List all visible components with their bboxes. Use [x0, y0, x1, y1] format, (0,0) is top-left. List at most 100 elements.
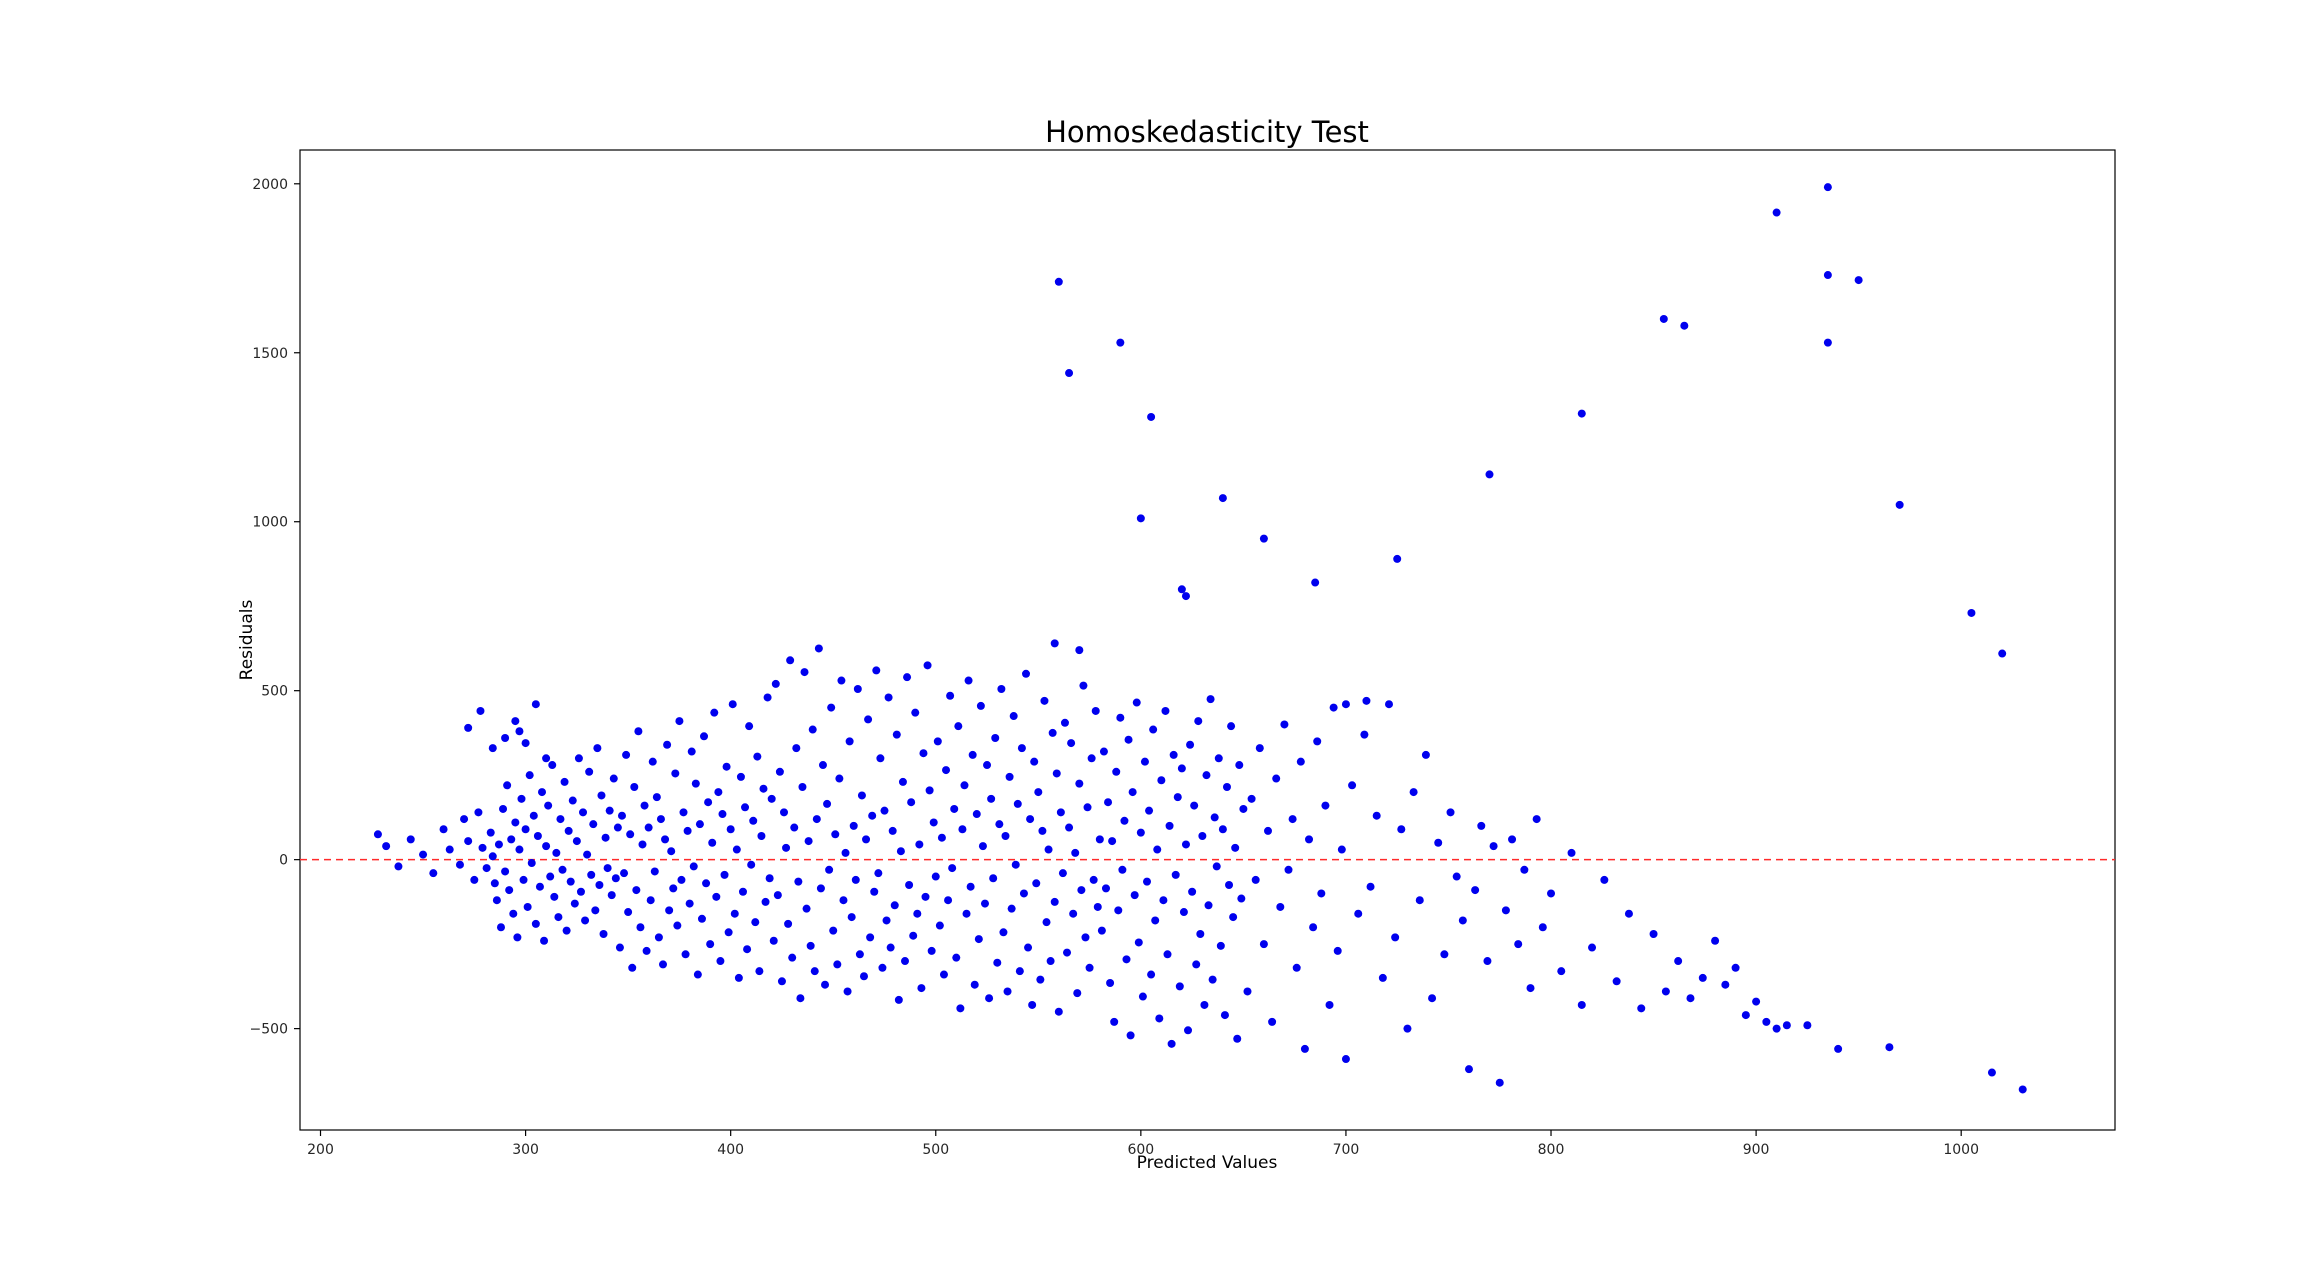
data-point	[993, 958, 1002, 967]
data-point	[1177, 585, 1186, 594]
data-point	[1268, 1017, 1277, 1026]
data-point	[876, 754, 885, 763]
x-tick-label: 300	[512, 1142, 539, 1158]
data-point	[1009, 712, 1018, 721]
data-point	[800, 668, 809, 677]
data-point	[496, 923, 505, 932]
data-point	[1233, 1034, 1242, 1043]
data-point	[568, 796, 577, 805]
y-tick-label: 2000	[252, 177, 288, 193]
data-point	[1079, 681, 1088, 690]
data-point	[1065, 369, 1074, 378]
data-point	[1106, 979, 1115, 987]
data-point	[1321, 801, 1330, 810]
data-point	[866, 933, 875, 942]
data-point	[648, 757, 657, 766]
data-point	[857, 791, 866, 800]
data-point	[806, 941, 815, 950]
data-point	[939, 970, 948, 979]
data-point	[833, 960, 842, 969]
data-point	[706, 940, 715, 949]
data-point	[1040, 696, 1049, 705]
data-point	[1612, 977, 1621, 986]
data-point	[1311, 578, 1320, 587]
data-point	[980, 899, 989, 908]
data-point	[935, 921, 944, 930]
data-point	[1220, 1011, 1229, 1020]
data-point	[1834, 1044, 1843, 1053]
data-point	[1097, 926, 1106, 935]
data-point	[486, 828, 495, 837]
data-point	[954, 722, 963, 731]
data-point	[1680, 321, 1689, 330]
data-point	[601, 833, 610, 842]
x-axis-label: Predicted Values	[1137, 1153, 1278, 1173]
data-point	[1452, 872, 1461, 881]
data-point	[937, 833, 946, 842]
data-point	[1175, 982, 1184, 991]
data-point	[1698, 973, 1707, 982]
x-axis-ticks: 200 300 400 500 600 700 800 900 1000	[307, 1130, 1979, 1158]
data-points	[373, 183, 2027, 1094]
data-point	[667, 847, 676, 856]
data-point	[1526, 984, 1535, 993]
data-point	[1050, 639, 1059, 648]
data-point	[769, 936, 778, 945]
data-point	[710, 708, 719, 717]
data-point	[714, 788, 723, 797]
x-tick-label: 600	[1127, 1142, 1154, 1158]
data-point	[1075, 646, 1084, 655]
data-point	[1288, 815, 1297, 824]
data-point	[406, 835, 415, 844]
data-point	[894, 995, 903, 1004]
data-point	[671, 769, 680, 778]
data-point	[1421, 750, 1430, 759]
data-point	[870, 887, 879, 896]
data-point	[579, 808, 588, 817]
data-point	[1093, 902, 1102, 911]
data-point	[983, 761, 992, 770]
data-point	[1458, 916, 1467, 925]
data-point	[697, 914, 706, 923]
data-point	[1032, 879, 1041, 888]
data-point	[1071, 848, 1080, 857]
data-point	[1471, 886, 1480, 895]
data-point	[1259, 534, 1268, 543]
data-point	[892, 730, 901, 739]
data-point	[1161, 706, 1170, 715]
data-point	[515, 845, 524, 854]
data-point	[741, 803, 750, 812]
data-point	[1333, 946, 1342, 955]
data-point	[620, 869, 629, 878]
data-point	[1198, 832, 1207, 840]
data-point	[464, 837, 473, 846]
data-point	[1126, 1031, 1135, 1040]
data-point	[691, 779, 700, 788]
data-point	[1022, 669, 1030, 678]
data-point	[613, 823, 622, 832]
data-point	[1212, 862, 1221, 871]
data-point	[546, 872, 555, 881]
data-point	[638, 840, 647, 849]
data-point	[1015, 967, 1024, 976]
data-point	[1120, 816, 1129, 825]
data-point	[507, 835, 516, 844]
data-point	[1196, 930, 1205, 938]
data-point	[745, 722, 754, 731]
data-point	[777, 977, 786, 986]
data-point	[511, 818, 520, 827]
data-point	[673, 921, 682, 930]
data-point	[1128, 788, 1137, 797]
data-point	[1028, 1000, 1037, 1009]
data-point	[1538, 923, 1547, 932]
data-point	[490, 879, 499, 888]
data-point	[1134, 938, 1143, 947]
data-point	[663, 740, 672, 749]
data-point	[1054, 1007, 1063, 1016]
data-point	[909, 931, 918, 940]
data-point	[773, 891, 782, 900]
data-point	[1147, 412, 1156, 421]
data-point	[1464, 1065, 1473, 1074]
data-point	[550, 892, 559, 901]
data-point	[825, 865, 834, 874]
